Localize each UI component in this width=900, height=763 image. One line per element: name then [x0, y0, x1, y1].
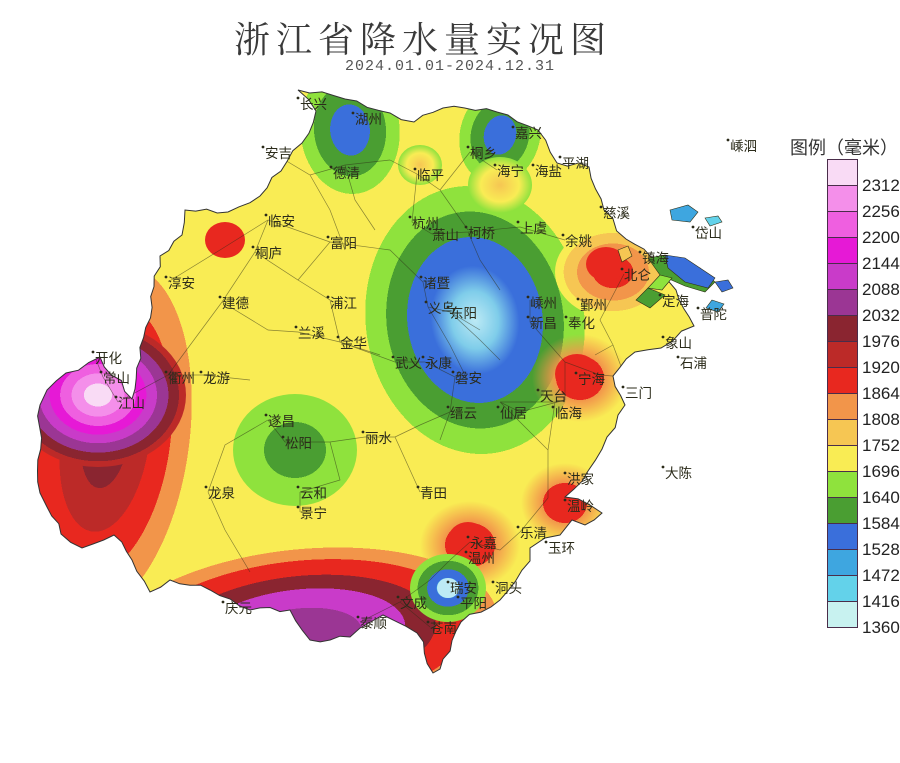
- svg-text:桐乡: 桐乡: [470, 142, 497, 162]
- svg-text:丽水: 丽水: [365, 427, 392, 447]
- svg-text:衢州: 衢州: [168, 367, 195, 387]
- svg-text:平湖: 平湖: [562, 152, 589, 172]
- svg-text:常山: 常山: [103, 367, 130, 387]
- svg-text:金华: 金华: [340, 332, 367, 352]
- svg-text:武义: 武义: [395, 352, 422, 372]
- svg-text:嵊泗: 嵊泗: [730, 135, 757, 155]
- svg-text:桐庐: 桐庐: [255, 242, 282, 262]
- svg-text:海盐: 海盐: [535, 160, 562, 180]
- svg-text:泰顺: 泰顺: [360, 612, 387, 632]
- svg-text:余姚: 余姚: [565, 230, 593, 250]
- svg-text:湖州: 湖州: [355, 108, 382, 128]
- svg-text:上虞: 上虞: [520, 217, 547, 237]
- svg-text:宁海: 宁海: [578, 368, 605, 388]
- svg-text:淳安: 淳安: [168, 272, 195, 292]
- svg-text:青田: 青田: [420, 482, 447, 502]
- svg-text:洪家: 洪家: [567, 468, 595, 488]
- svg-text:临平: 临平: [417, 164, 444, 184]
- svg-text:玉环: 玉环: [548, 537, 575, 557]
- svg-text:庆元: 庆元: [225, 597, 252, 617]
- svg-text:临海: 临海: [555, 402, 582, 422]
- svg-text:缙云: 缙云: [450, 402, 477, 422]
- svg-text:三门: 三门: [625, 382, 652, 402]
- svg-text:仙居: 仙居: [500, 402, 527, 422]
- svg-text:富阳: 富阳: [330, 232, 357, 252]
- svg-text:北仑: 北仑: [624, 264, 652, 284]
- svg-text:松阳: 松阳: [285, 432, 312, 452]
- svg-text:海宁: 海宁: [497, 160, 524, 180]
- svg-text:遂昌: 遂昌: [268, 410, 295, 430]
- svg-text:长兴: 长兴: [300, 93, 327, 113]
- svg-text:温州: 温州: [468, 547, 495, 567]
- svg-text:柯桥: 柯桥: [468, 222, 495, 242]
- svg-text:嵊州: 嵊州: [530, 292, 557, 312]
- svg-text:洞头: 洞头: [495, 577, 522, 597]
- svg-text:江山: 江山: [118, 392, 145, 412]
- svg-text:新昌: 新昌: [530, 312, 557, 332]
- svg-text:建德: 建德: [222, 292, 249, 312]
- svg-text:临安: 临安: [268, 210, 295, 230]
- svg-text:石浦: 石浦: [680, 352, 707, 372]
- svg-text:象山: 象山: [665, 332, 692, 352]
- svg-text:萧山: 萧山: [432, 224, 459, 244]
- svg-text:东阳: 东阳: [450, 302, 477, 322]
- svg-text:龙游: 龙游: [203, 367, 230, 387]
- svg-text:平阳: 平阳: [460, 592, 487, 612]
- svg-text:永康: 永康: [425, 352, 452, 372]
- svg-text:普陀: 普陀: [700, 303, 727, 323]
- svg-text:奉化: 奉化: [568, 312, 595, 332]
- svg-text:龙泉: 龙泉: [208, 482, 235, 502]
- svg-text:温岭: 温岭: [567, 495, 594, 515]
- svg-text:云和: 云和: [300, 482, 327, 502]
- svg-text:开化: 开化: [95, 347, 122, 367]
- svg-text:乐清: 乐清: [520, 522, 547, 542]
- svg-text:慈溪: 慈溪: [603, 202, 631, 222]
- svg-text:岱山: 岱山: [695, 222, 722, 242]
- svg-text:定海: 定海: [662, 290, 689, 310]
- svg-text:诸暨: 诸暨: [423, 272, 450, 292]
- svg-text:磐安: 磐安: [455, 367, 482, 387]
- svg-text:鄞州: 鄞州: [580, 294, 607, 314]
- svg-text:德清: 德清: [333, 162, 360, 182]
- svg-text:苍南: 苍南: [430, 617, 457, 637]
- svg-text:浦江: 浦江: [330, 292, 357, 312]
- svg-text:兰溪: 兰溪: [298, 322, 325, 342]
- svg-text:文成: 文成: [400, 592, 427, 612]
- svg-text:景宁: 景宁: [300, 502, 327, 522]
- svg-text:安吉: 安吉: [265, 142, 292, 162]
- svg-text:嘉兴: 嘉兴: [515, 122, 542, 142]
- svg-text:大陈: 大陈: [665, 462, 693, 482]
